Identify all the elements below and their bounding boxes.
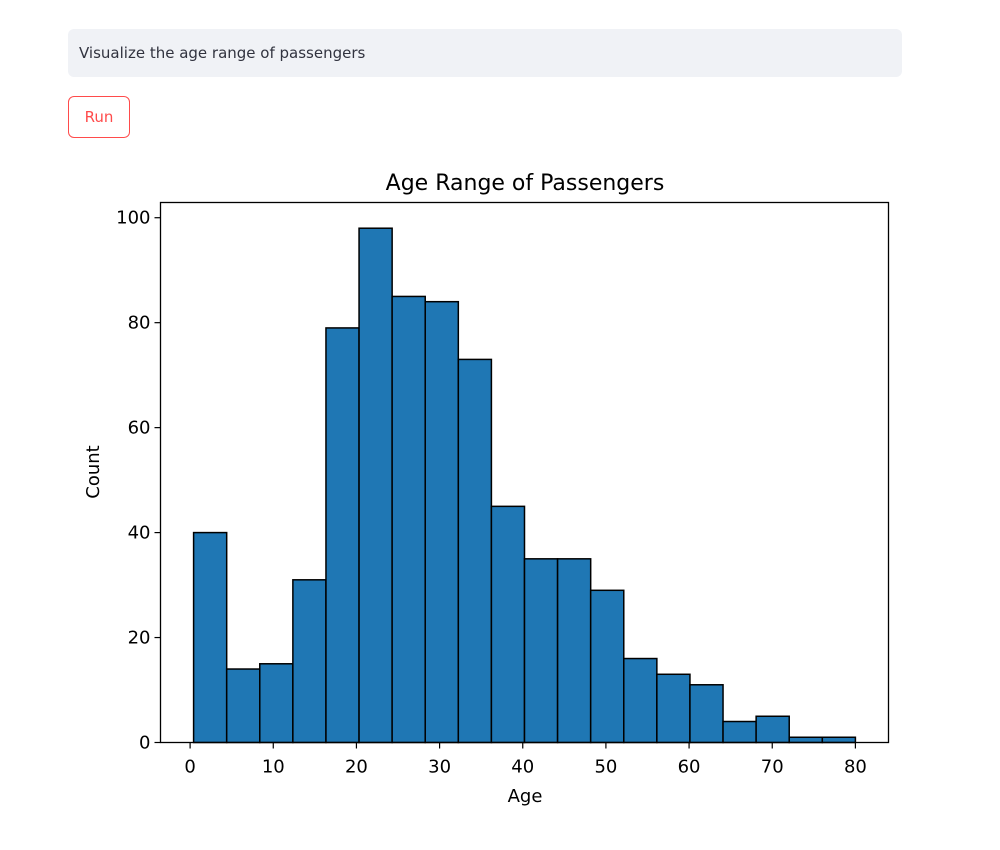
run-button[interactable]: Run (68, 96, 130, 138)
histogram-bar (490, 505, 526, 744)
histogram-bar (358, 227, 393, 744)
y-axis-label: Count (83, 445, 104, 498)
histogram-bar (788, 736, 824, 744)
histogram-bar (556, 558, 592, 744)
x-tick-label: 40 (511, 757, 534, 778)
x-axis-ticks: 0 10 20 30 40 50 60 70 80 (184, 742, 867, 778)
y-axis-ticks: 0 20 40 60 80 100 (116, 208, 161, 754)
histogram-bar (192, 531, 228, 744)
x-tick-label: 10 (262, 757, 285, 778)
x-tick-label: 70 (761, 757, 784, 778)
x-axis-label: Age (508, 786, 543, 807)
histogram-bar (523, 558, 559, 744)
histogram-bar (292, 579, 327, 744)
histogram-bar (689, 684, 724, 744)
x-tick-label: 60 (678, 757, 701, 778)
chart-title: Age Range of Passengers (386, 171, 665, 196)
histogram-bar (589, 589, 625, 744)
y-tick-label: 100 (116, 208, 150, 229)
y-tick-label: 20 (128, 628, 151, 649)
histogram-bar (424, 300, 460, 744)
histogram-bars (192, 227, 857, 744)
histogram-bar (623, 657, 658, 744)
prompt-text: Visualize the age range of passengers (79, 44, 366, 62)
x-tick-label: 50 (594, 757, 617, 778)
histogram-bar (656, 673, 691, 744)
y-tick-label: 80 (128, 313, 151, 334)
prompt-input[interactable]: Visualize the age range of passengers (68, 29, 902, 77)
y-tick-label: 40 (128, 523, 151, 544)
x-tick-label: 30 (428, 757, 451, 778)
y-tick-label: 60 (128, 418, 151, 439)
x-tick-label: 0 (184, 757, 195, 778)
histogram-bar (325, 327, 360, 744)
histogram-bar (722, 720, 757, 744)
histogram-bar (225, 668, 261, 744)
histogram-bar (391, 295, 426, 744)
histogram-bar (259, 663, 294, 744)
y-tick-label: 0 (139, 733, 150, 754)
histogram-bar (755, 715, 790, 744)
x-tick-label: 80 (844, 757, 867, 778)
plot-frame (159, 201, 890, 744)
histogram-bar (457, 358, 493, 744)
x-tick-label: 20 (345, 757, 368, 778)
histogram-bar (821, 736, 857, 744)
